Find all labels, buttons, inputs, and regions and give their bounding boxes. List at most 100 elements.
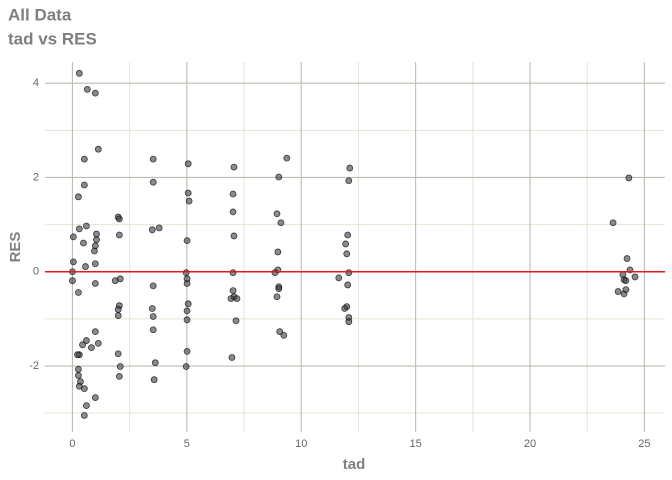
point — [69, 277, 76, 285]
point — [183, 237, 191, 245]
point — [75, 365, 82, 373]
y-tick-label: 2 — [33, 171, 39, 183]
point — [625, 174, 633, 182]
point — [276, 328, 284, 336]
point — [75, 193, 82, 201]
point — [227, 295, 235, 303]
point — [111, 277, 119, 285]
x-tick-label: 25 — [638, 438, 650, 450]
x-tick-label: 5 — [184, 438, 190, 450]
point — [114, 350, 122, 358]
point — [80, 385, 88, 393]
point — [83, 85, 91, 93]
point — [91, 328, 99, 336]
point — [622, 277, 630, 285]
point — [69, 233, 77, 241]
point — [283, 154, 291, 162]
point — [233, 295, 241, 303]
point — [342, 240, 350, 248]
point — [184, 189, 192, 197]
point — [91, 247, 98, 255]
point — [229, 208, 237, 216]
point — [344, 281, 352, 289]
point — [149, 313, 157, 320]
point — [75, 225, 83, 233]
point — [91, 260, 99, 268]
point — [115, 372, 123, 380]
point — [149, 282, 157, 290]
point — [182, 269, 190, 277]
point — [79, 341, 86, 349]
point — [114, 312, 122, 319]
point — [344, 231, 352, 239]
point — [83, 402, 90, 410]
point — [335, 274, 343, 282]
point — [80, 239, 87, 247]
point — [182, 363, 190, 370]
x-tick-label: 10 — [295, 438, 307, 450]
point — [150, 376, 158, 384]
x-tick-label: 15 — [410, 438, 422, 450]
point — [185, 197, 193, 205]
point — [273, 210, 281, 218]
point — [275, 173, 283, 181]
point — [94, 339, 102, 347]
point — [80, 155, 88, 163]
point — [184, 300, 192, 308]
point — [183, 348, 191, 355]
point — [345, 318, 353, 326]
x-tick-label: 20 — [524, 438, 536, 450]
x-tick-label: 0 — [69, 438, 75, 450]
point — [88, 344, 95, 352]
point — [228, 354, 236, 361]
point — [151, 359, 159, 367]
point — [93, 230, 100, 238]
point — [275, 285, 283, 293]
y-axis-title: RES — [7, 232, 24, 263]
y-tick-label: 4 — [33, 77, 39, 89]
point — [115, 231, 123, 239]
point — [230, 163, 238, 171]
point — [229, 287, 237, 294]
point — [115, 215, 123, 223]
point — [83, 337, 90, 344]
point — [91, 280, 99, 287]
point — [116, 363, 124, 370]
point — [277, 219, 285, 227]
point — [623, 255, 631, 262]
point — [609, 219, 617, 227]
point — [184, 160, 192, 168]
point — [229, 190, 237, 198]
point — [271, 269, 279, 277]
point — [341, 305, 349, 312]
point — [75, 372, 82, 379]
point — [149, 178, 157, 186]
point — [280, 331, 288, 339]
point — [631, 273, 639, 281]
point — [75, 289, 82, 296]
point — [232, 317, 240, 325]
point — [83, 222, 90, 230]
chart-title: All Data — [8, 5, 72, 24]
point — [114, 306, 122, 313]
point — [183, 316, 191, 324]
point — [80, 181, 88, 189]
point — [345, 177, 353, 185]
point — [273, 293, 281, 301]
point — [183, 307, 191, 315]
point — [229, 269, 237, 277]
y-tick-label: 0 — [33, 266, 39, 278]
point — [82, 263, 89, 270]
point — [91, 394, 99, 401]
point — [75, 69, 83, 77]
point — [148, 305, 156, 312]
point — [69, 258, 77, 266]
point — [230, 232, 238, 240]
y-tick-label: -2 — [29, 360, 39, 372]
point — [346, 164, 354, 172]
point — [183, 280, 191, 287]
point — [94, 145, 102, 153]
point — [343, 250, 351, 258]
x-axis-title: tad — [343, 456, 366, 473]
